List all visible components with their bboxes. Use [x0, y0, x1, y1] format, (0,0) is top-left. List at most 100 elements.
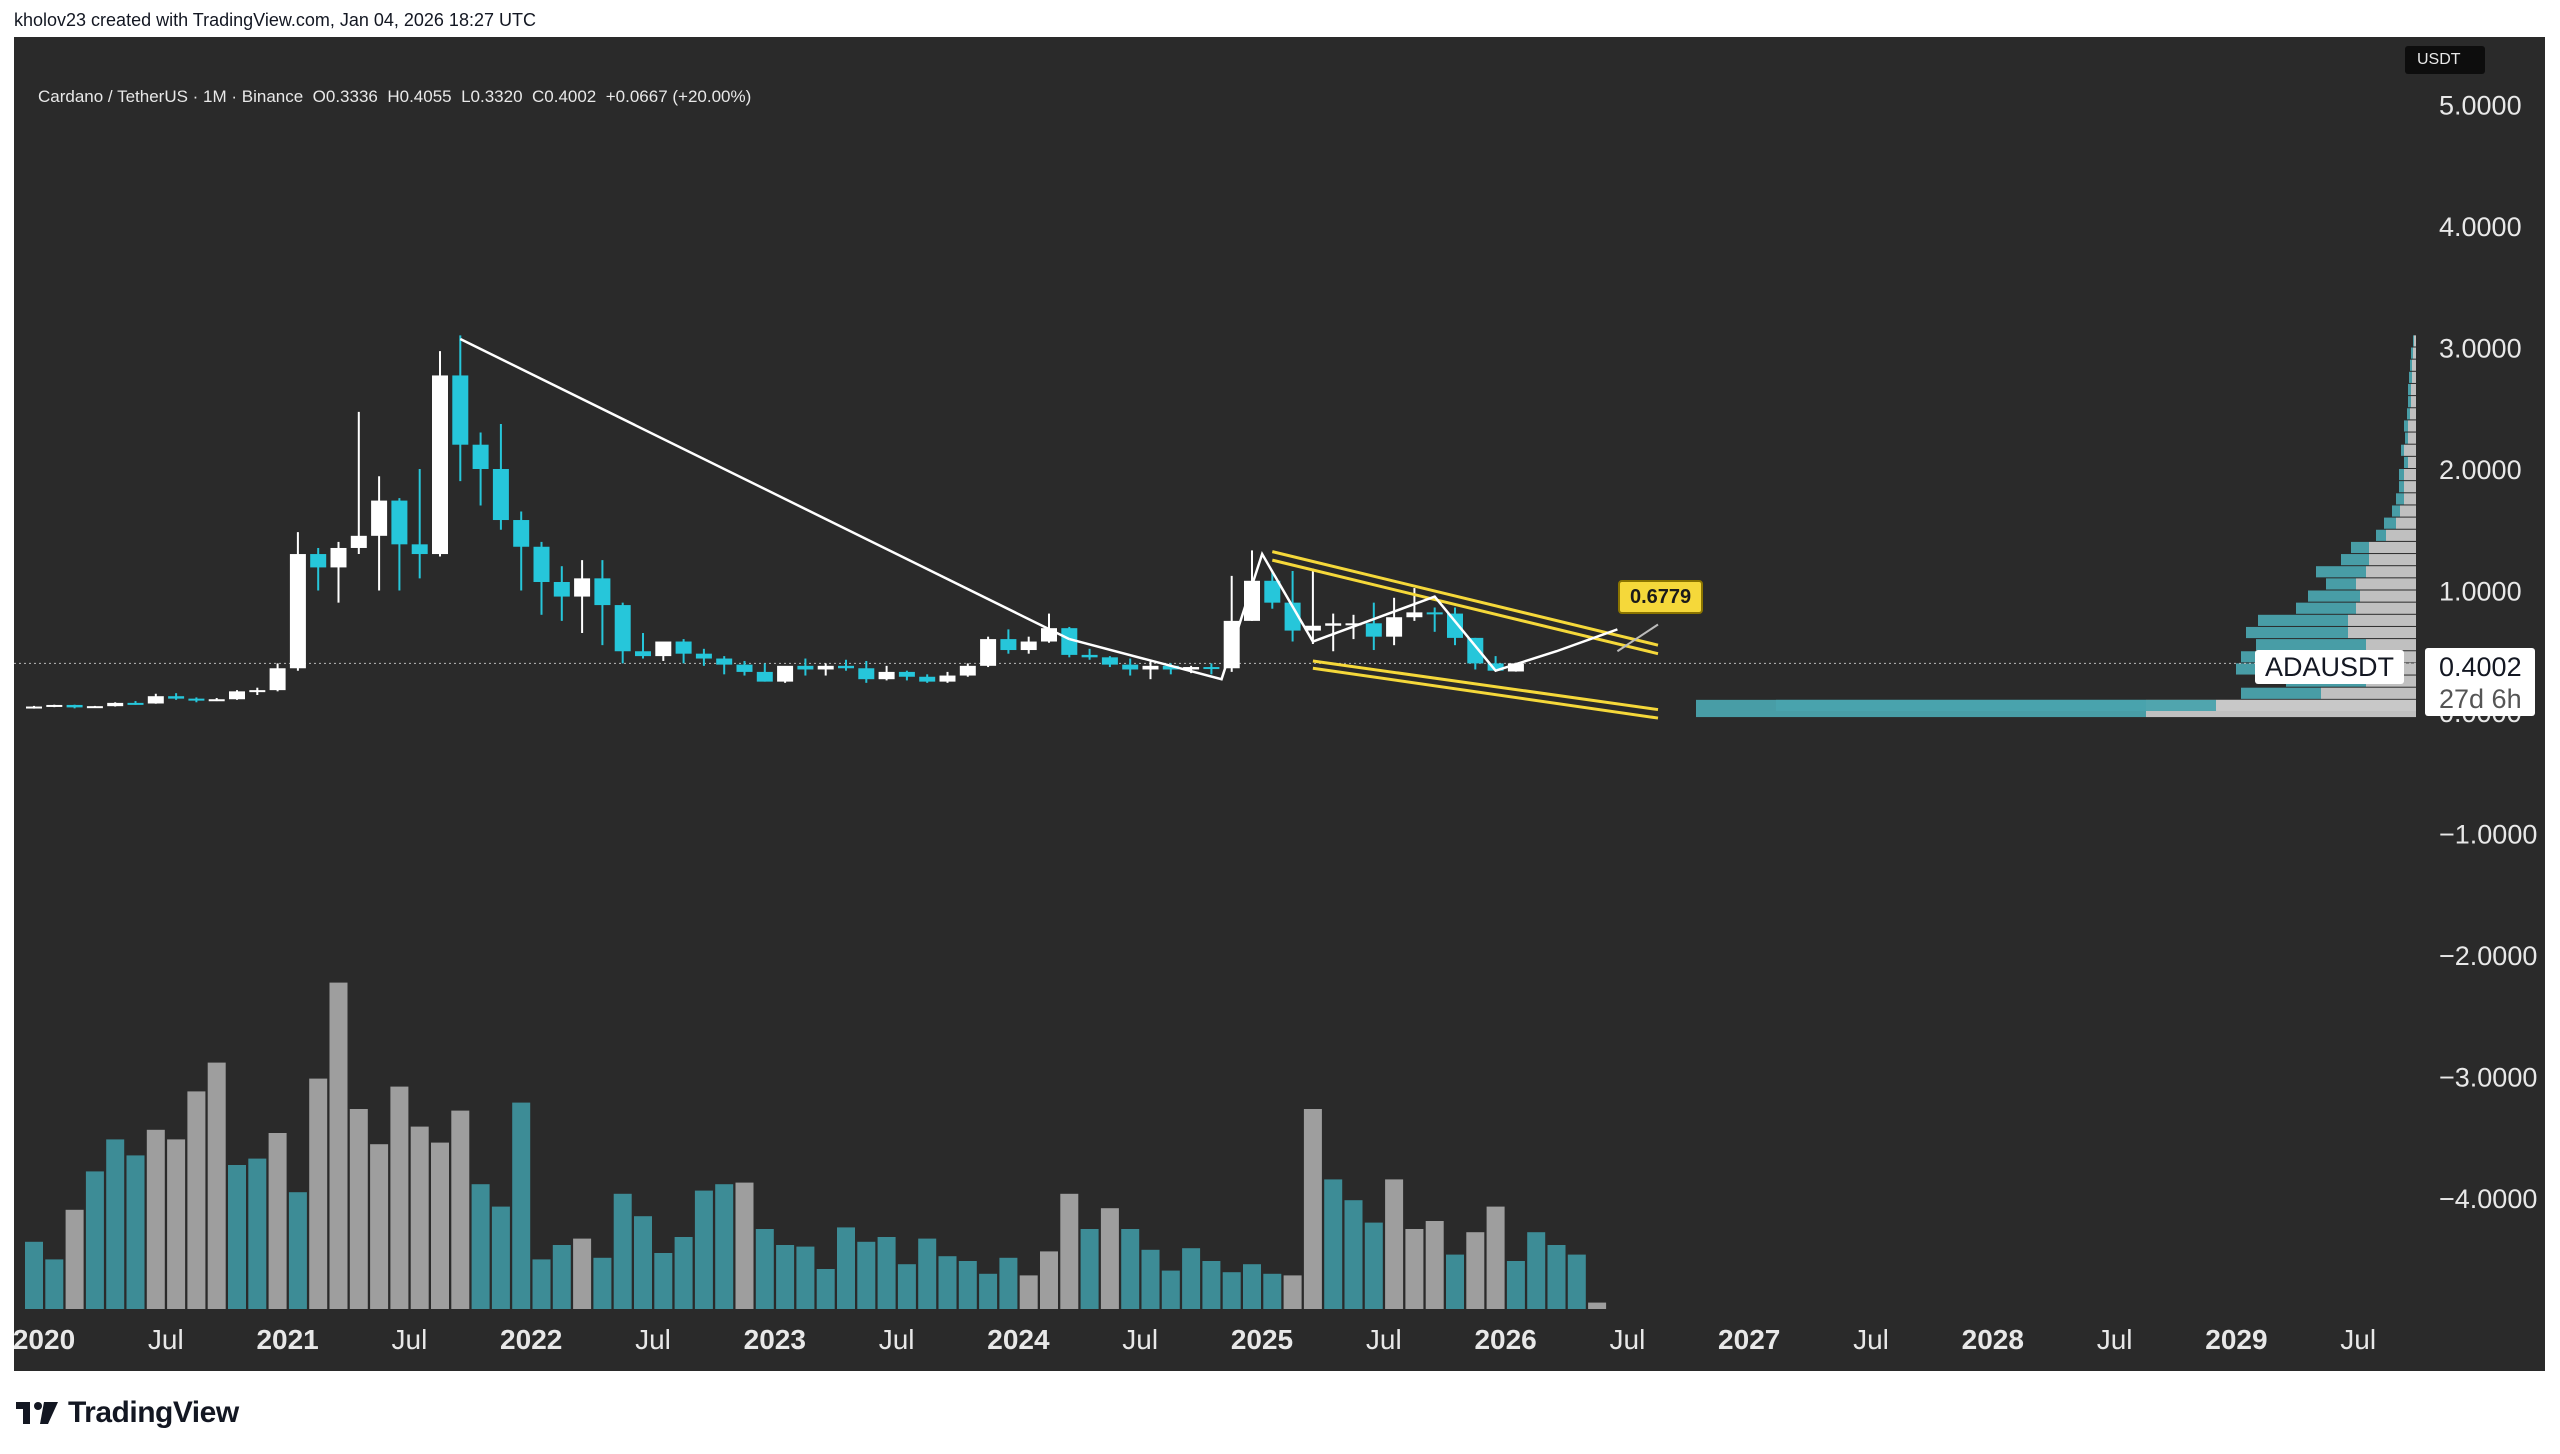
- candle-body: [898, 671, 915, 677]
- volume-bar: [228, 1165, 246, 1309]
- candle-body: [452, 375, 469, 445]
- time-axis-tick-label: Jul: [2097, 1324, 2133, 1355]
- candle-body: [1203, 667, 1220, 670]
- volume-bar: [1405, 1229, 1424, 1309]
- candle-body: [371, 500, 388, 536]
- candle-body: [1000, 639, 1017, 651]
- volume-profile-buy-bar: [2392, 505, 2400, 517]
- price-axis-tick-label: 2.0000: [2439, 455, 2522, 485]
- price-axis-tick-label: −2.0000: [2439, 941, 2537, 971]
- time-axis-tick-label: 2022: [500, 1324, 562, 1355]
- volume-bar: [512, 1102, 531, 1309]
- time-axis-tick-label: Jul: [1122, 1324, 1158, 1355]
- symbol-header: Cardano / TetherUS · 1M · Binance O0.333…: [38, 87, 751, 107]
- time-axis-tick-label: Jul: [879, 1324, 915, 1355]
- volume-bar: [816, 1269, 835, 1309]
- volume-bar: [207, 1062, 226, 1309]
- volume-bar: [1303, 1109, 1322, 1309]
- volume-bar: [1324, 1179, 1343, 1309]
- candle-body: [695, 653, 712, 659]
- volume-bar: [45, 1259, 64, 1309]
- volume-bar: [471, 1184, 490, 1309]
- volume-profile-buy-bar: [2405, 432, 2408, 444]
- channel-channel-lower2-line: [1312, 666, 1659, 720]
- volume-bar: [85, 1171, 104, 1309]
- volume-bar: [593, 1257, 612, 1309]
- volume-profile-sell-bar: [2400, 505, 2416, 517]
- volume-bar: [268, 1133, 287, 1309]
- volume-bar: [755, 1229, 774, 1309]
- volume-bar: [1060, 1193, 1079, 1309]
- time-axis-tick-label: 2021: [256, 1324, 318, 1355]
- tradingview-logo-icon: [16, 1402, 58, 1424]
- volume-bar: [715, 1184, 734, 1309]
- volume-profile-sell-bar: [2369, 554, 2416, 566]
- volume-profile-buy-bar: [2396, 493, 2404, 505]
- candle-body: [635, 651, 651, 657]
- volume-bar: [532, 1259, 551, 1309]
- candle-body: [86, 706, 103, 709]
- volume-profile-buy-bar: [2411, 347, 2413, 359]
- candle-body: [756, 671, 773, 682]
- candle-body: [574, 578, 591, 597]
- candle-body: [1162, 665, 1179, 670]
- volume-bar: [1364, 1222, 1383, 1309]
- volume-profile-buy-bar: [2296, 602, 2356, 614]
- symbol-name[interactable]: Cardano / TetherUS · 1M · Binance: [38, 87, 304, 106]
- tradingview-logo[interactable]: TradingView: [14, 1393, 239, 1433]
- volume-bar: [1425, 1221, 1444, 1309]
- volume-bar: [1466, 1232, 1485, 1309]
- symbol-price-label: ADAUSDT: [2255, 650, 2405, 684]
- volume-profile-buy-bar: [2401, 444, 2404, 456]
- candle-body: [1406, 612, 1423, 618]
- volume-profile-sell-bar: [2366, 639, 2416, 651]
- price-axis-tick-label: 4.0000: [2439, 212, 2522, 242]
- trend-line: [459, 337, 1070, 641]
- time-axis-tick-label: 2020: [14, 1324, 75, 1355]
- volume-bar: [1446, 1254, 1464, 1309]
- volume-profile-sell-bar: [2411, 383, 2416, 396]
- volume-bar: [979, 1273, 998, 1309]
- volume-bar: [796, 1246, 815, 1309]
- candle-body: [269, 668, 286, 691]
- volume-profile-buy-bar: [2351, 541, 2369, 554]
- time-axis-tick-label: Jul: [2340, 1324, 2376, 1355]
- volume-profile-sell-bar: [2412, 359, 2416, 371]
- volume-bar: [329, 982, 348, 1309]
- time-axis-tick-label: Jul: [1610, 1324, 1646, 1355]
- volume-bar: [1506, 1261, 1525, 1309]
- target-price-label[interactable]: 0.6779: [1618, 580, 1704, 614]
- channel-channel-lower-line: [1312, 659, 1659, 712]
- candle-body: [391, 500, 408, 545]
- candle-body: [168, 696, 185, 699]
- volume-bar: [248, 1158, 267, 1309]
- volume-bar: [938, 1256, 957, 1309]
- candle-body: [959, 665, 976, 676]
- candle-body: [878, 671, 895, 680]
- candle-body: [675, 641, 692, 654]
- time-axis-tick-label: Jul: [148, 1324, 184, 1355]
- volume-profile-buy-bar: [2341, 554, 2369, 566]
- volume-bar: [1243, 1264, 1261, 1309]
- last-price-value: 0.4002: [2439, 652, 2522, 682]
- price-unit-badge[interactable]: USDT: [2405, 46, 2485, 74]
- candle-body: [1122, 664, 1139, 670]
- channel-channel-upper-line: [1271, 550, 1659, 647]
- candle-body: [127, 702, 144, 705]
- time-axis-tick-label: 2025: [1231, 1324, 1293, 1355]
- candle-body: [1426, 612, 1443, 615]
- candle-body: [310, 554, 327, 568]
- volume-bar: [309, 1078, 328, 1309]
- volume-profile-buy-bar: [2399, 481, 2404, 493]
- candle-body: [472, 444, 489, 469]
- volume-bar: [897, 1264, 916, 1309]
- volume-profile-buy-bar: [2376, 529, 2386, 541]
- volume-bar: [1019, 1275, 1038, 1309]
- volume-profile-buy-bar: [2316, 566, 2366, 578]
- candle-body: [513, 520, 530, 547]
- chart-frame[interactable]: 5.00004.00003.00002.00001.00000.0000−1.0…: [14, 37, 2545, 1371]
- author-caption: kholov23 created with TradingView.com, J…: [14, 10, 536, 30]
- chart-canvas[interactable]: 5.00004.00003.00002.00001.00000.0000−1.0…: [14, 37, 2545, 1371]
- candle-body: [26, 706, 42, 709]
- volume-bar: [1161, 1270, 1180, 1309]
